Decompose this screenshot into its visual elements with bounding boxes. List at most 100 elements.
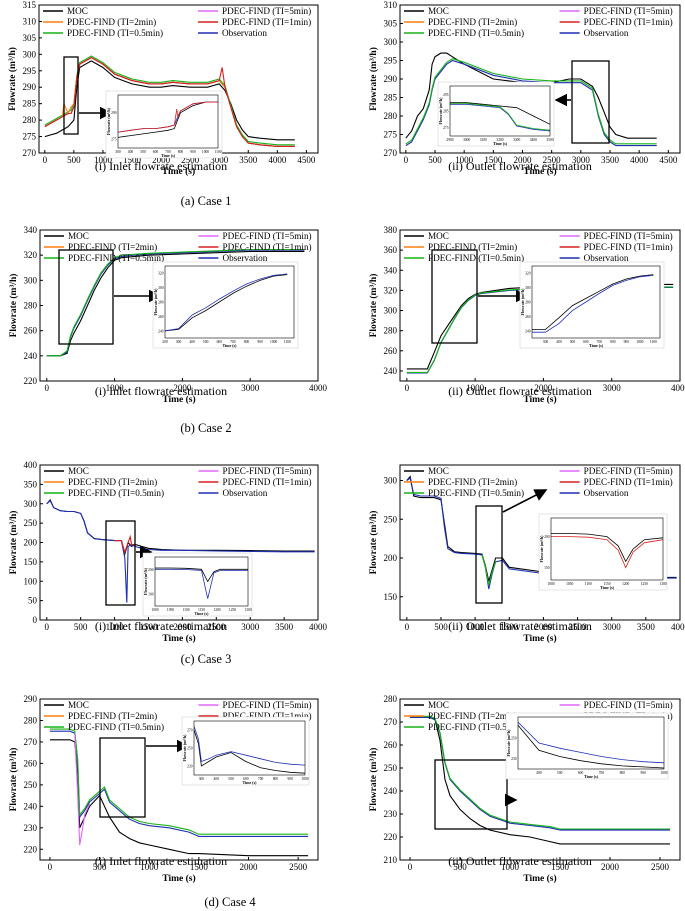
legend-label: PDEC-FIND (TI=2min) — [428, 711, 517, 721]
legend-label: PDEC-FIND (TI=1min) — [222, 711, 311, 721]
legend-label: MOC — [68, 700, 89, 710]
y-tick-label: 230 — [384, 809, 398, 819]
x-tick-label: 1000 — [466, 383, 485, 393]
inset-chart: 2900 3000 3100 3200 3300 3400 3500 275 285 295 Tim… — [437, 81, 555, 147]
inset-y-axis-label: Flowrate (m³/h) — [520, 288, 525, 316]
y-tick-label: 240 — [384, 366, 398, 376]
x-tick-label: 2500 — [289, 862, 308, 872]
legend-label: PDEC-FIND (TI=0.5min) — [67, 28, 163, 38]
series-line-moc — [165, 274, 288, 332]
series-line-moc — [44, 60, 295, 141]
inset-frame — [164, 265, 295, 339]
panel-caption: (ii) Outlet flowrate estimation — [448, 159, 592, 173]
chart-panel-8: 0 500 1000 1500 2000 2500 210 220 230 240 250 260 27… — [368, 694, 681, 884]
inset-background — [437, 81, 555, 147]
y-tick-label: 300 — [384, 476, 398, 486]
x-tick-label: 1000 — [501, 862, 520, 872]
series-line-pdec-find-ti-1min- — [551, 536, 663, 569]
y-tick-label: 315 — [23, 0, 37, 10]
inset-x-tick-label: 1000 — [636, 340, 643, 344]
x-tick-label: 2000 — [240, 862, 259, 872]
series-line-observation — [410, 716, 670, 831]
inset-x-tick-label: 900 — [257, 340, 263, 344]
inset-x-tick-label: 1300 — [244, 608, 251, 612]
inset-x-axis-label: Time (s) — [600, 585, 615, 590]
x-tick-label: 500 — [74, 622, 88, 632]
inset-x-tick-label: 400 — [556, 340, 562, 344]
inset-chart: 300 400 500 600 700 800 900 1000 1100 240 260 280 30… — [519, 261, 665, 349]
inset-x-tick-label: 1150 — [603, 582, 610, 586]
y-tick-label: 280 — [384, 326, 398, 336]
inset-x-tick-label: 500 — [140, 150, 146, 154]
y-tick-label: 290 — [384, 74, 398, 84]
y-tick-label: 230 — [24, 823, 38, 833]
chart-panel-2: 0 500 1000 1500 2000 2500 3000 3500 4000 4500 270 2… — [368, 0, 681, 177]
inset-x-tick-label: 3000 — [463, 138, 470, 142]
y-tick-label: 0 — [33, 615, 38, 625]
y-tick-label: 310 — [384, 0, 398, 10]
inset-x-axis-label: Time (s) — [242, 780, 257, 785]
x-tick-label: 2000 — [601, 862, 620, 872]
inset-y-tick-label: 240 — [525, 329, 531, 333]
inset-x-tick-label: 3300 — [513, 138, 520, 142]
y-tick-label: 50 — [28, 596, 38, 606]
legend-label: Observation — [584, 488, 629, 498]
y-tick-label: 250 — [24, 780, 38, 790]
legend-label: MOC — [428, 466, 449, 476]
legend-label: MOC — [428, 700, 449, 710]
inset-x-tick-label: 1000 — [547, 582, 554, 586]
inset-x-tick-label: 700 — [230, 340, 236, 344]
series-line-moc — [46, 250, 305, 357]
y-tick-label: 270 — [23, 148, 37, 158]
x-tick-label: 4000 — [309, 622, 328, 632]
inset-background — [538, 513, 668, 591]
inset-y-tick-label: 320 — [158, 272, 164, 276]
inset-x-tick-label: 800 — [273, 777, 279, 781]
legend-label: PDEC-FIND (TI=1min) — [584, 242, 673, 252]
y-tick-label: 400 — [24, 460, 38, 470]
legend-label: MOC — [67, 6, 88, 16]
y-tick-label: 340 — [384, 265, 398, 275]
y-tick-label: 280 — [384, 111, 398, 121]
series-line-pdec-find-ti-1min- — [118, 101, 218, 133]
inset-x-tick-label: 2900 — [446, 138, 453, 142]
legend-label: PDEC-FIND (TI=1min) — [222, 477, 311, 487]
x-tick-label: 1500 — [484, 155, 503, 165]
inset-y-tick-label: 275 — [443, 126, 449, 130]
inset-chart: 300 400 500 600 700 800 900 1000 230 250 270 Time (… — [181, 716, 310, 786]
y-tick-label: 290 — [24, 694, 38, 704]
legend-label: PDEC-FIND (TI=2min) — [68, 477, 157, 487]
plot-frame — [399, 698, 681, 861]
series-line-moc — [46, 498, 315, 557]
series-line-observation — [518, 721, 664, 764]
inset-x-axis-label: Time (s) — [161, 153, 176, 158]
zoom-box — [99, 737, 146, 818]
x-tick-label: 3000 — [603, 622, 622, 632]
legend-label: Observation — [222, 253, 267, 263]
inset-x-tick-label: 700 — [597, 340, 603, 344]
inset-x-tick-label: 1000 — [202, 150, 209, 154]
inset-x-axis-label: Time (s) — [589, 343, 604, 348]
y-tick-label: 240 — [24, 801, 38, 811]
y-tick-label: 210 — [384, 855, 398, 865]
x-tick-label: 500 — [453, 862, 467, 872]
y-tick-label: 100 — [24, 576, 38, 586]
legend-label: Observation — [584, 253, 629, 263]
inset-y-tick-label: 240 — [158, 329, 164, 333]
inset-y-tick-label: 230 — [187, 765, 193, 769]
inset-x-tick-label: 800 — [244, 340, 250, 344]
x-tick-label: 2500 — [181, 155, 200, 165]
y-tick-label: 320 — [384, 285, 398, 295]
x-tick-label: 0 — [404, 155, 409, 165]
zoom-box — [58, 249, 114, 345]
x-tick-label: 3500 — [637, 622, 656, 632]
zoom-box — [105, 520, 136, 606]
legend-label: PDEC-FIND (TI=5min) — [222, 466, 311, 476]
zoom-box — [431, 249, 478, 344]
y-tick-label: 220 — [24, 376, 38, 386]
legend-label: PDEC-FIND (TI=2min) — [67, 17, 156, 27]
y-tick-label: 350 — [24, 479, 38, 489]
x-tick-label: 3500 — [239, 155, 258, 165]
